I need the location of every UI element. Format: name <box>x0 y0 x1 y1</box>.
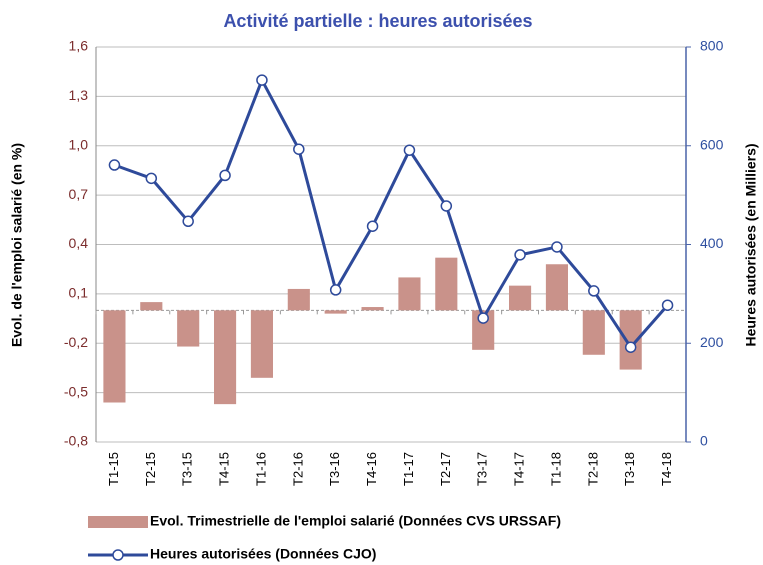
legend-marker <box>112 549 124 561</box>
line-marker <box>219 169 231 182</box>
x-tick-label: T4-16 <box>364 452 379 486</box>
chart-title: Activité partielle : heures autorisées <box>223 11 532 31</box>
legend-label: Heures autorisées (Données CJO) <box>150 546 376 562</box>
bar <box>103 310 126 403</box>
x-tick-label: T2-18 <box>585 452 600 486</box>
y2-tick-label: 0 <box>700 433 708 449</box>
line <box>113 76 669 350</box>
x-tick-label: T3-18 <box>622 452 637 486</box>
y2-tick-label: 200 <box>700 334 724 350</box>
x-tick-label: T1-15 <box>106 452 121 486</box>
y-tick-label: 1,6 <box>69 38 89 54</box>
line-marker <box>145 172 158 185</box>
line-marker <box>624 341 637 353</box>
x-tick-label: T4-15 <box>217 452 232 486</box>
bar <box>140 302 163 311</box>
bar <box>545 264 568 311</box>
y2-tick-label: 600 <box>700 136 724 152</box>
bar <box>582 310 605 355</box>
x-tick-label: T1-17 <box>401 452 416 486</box>
legend-label: Evol. Trimestrielle de l'emploi salarié … <box>150 513 561 529</box>
line-marker <box>440 200 453 212</box>
bar <box>177 310 200 347</box>
line-marker <box>182 215 194 228</box>
y-tick-label: 1,3 <box>69 87 89 103</box>
line-marker <box>329 284 342 296</box>
x-tick-label: T1-16 <box>253 452 268 486</box>
y-axis-title: Evol. de l'emploi salarié (en %) <box>9 143 25 347</box>
bar <box>509 285 532 311</box>
line-marker <box>588 285 600 297</box>
line-marker <box>551 241 563 253</box>
bar <box>214 310 237 405</box>
y-tick-label: 0,1 <box>69 285 89 301</box>
y-tick-label: -0,8 <box>64 433 88 449</box>
bar <box>435 257 458 311</box>
x-tick-label: T2-15 <box>143 452 158 486</box>
line-marker <box>293 143 305 155</box>
x-tick-label: T2-16 <box>290 452 305 486</box>
line-marker <box>256 74 268 86</box>
bar <box>324 310 347 314</box>
bar <box>619 310 642 370</box>
y-tick-label: 0,4 <box>69 235 89 251</box>
bar <box>398 277 421 311</box>
y-tick-label: -0,5 <box>64 383 88 399</box>
x-tick-label: T4-17 <box>512 452 527 486</box>
bar <box>287 288 310 311</box>
line-marker <box>514 249 526 261</box>
bar <box>250 310 273 378</box>
x-tick-label: T3-15 <box>180 452 195 486</box>
line-marker <box>108 159 121 171</box>
x-tick-label: T2-17 <box>438 452 453 486</box>
line-marker <box>477 312 489 324</box>
y-tick-label: -0,2 <box>64 334 88 350</box>
y-tick-label: 0,7 <box>69 186 89 202</box>
line-marker <box>366 220 379 232</box>
y2-tick-label: 400 <box>700 235 724 251</box>
legend-swatch <box>88 516 148 528</box>
x-tick-label: T4-18 <box>659 452 674 486</box>
x-tick-label: T3-16 <box>327 452 342 486</box>
y2-tick-label: 800 <box>700 38 724 54</box>
bar <box>361 307 384 311</box>
y-tick-label: 1,0 <box>69 136 89 152</box>
bar <box>472 310 495 350</box>
x-tick-label: T1-18 <box>548 452 563 486</box>
line-marker <box>661 299 674 311</box>
x-tick-label: T3-17 <box>475 452 490 486</box>
y2-axis-title: Heures autorisées (en Milliers) <box>743 143 759 346</box>
line-marker <box>403 144 416 156</box>
